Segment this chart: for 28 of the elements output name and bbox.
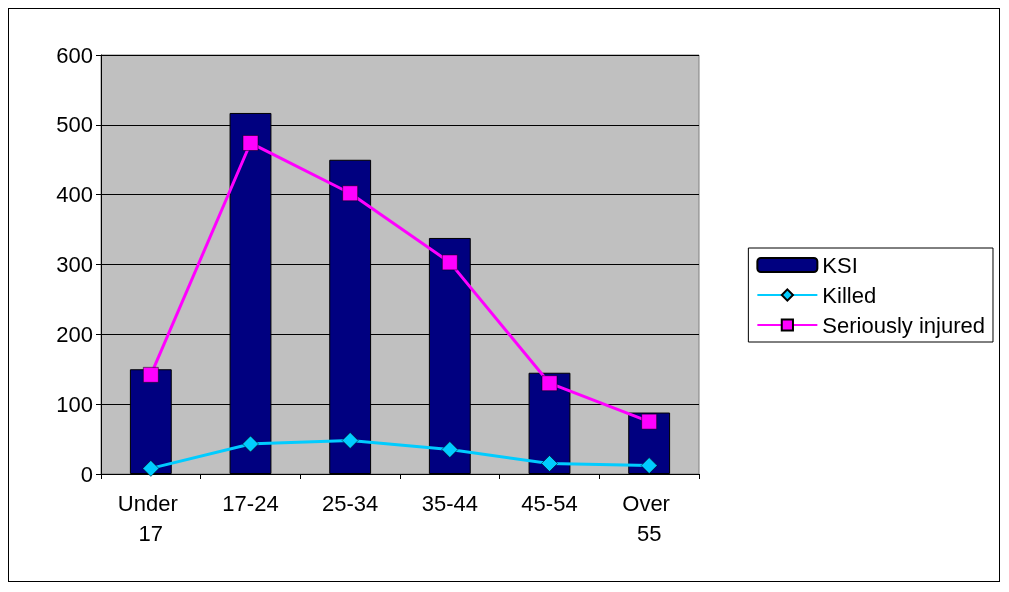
x-tick-label: 35-44: [421, 490, 478, 516]
point: [341, 432, 359, 449]
y-tick-label: 100: [56, 391, 93, 417]
point: [641, 413, 657, 430]
x-tick-label: 17-24: [222, 490, 279, 516]
y-tick-label: 200: [56, 321, 93, 347]
point: [142, 460, 160, 477]
y-tick-label: 300: [56, 252, 93, 277]
point: [442, 254, 458, 271]
point: [541, 455, 558, 472]
x-tick-label: Over 55: [622, 490, 677, 546]
point: [143, 367, 159, 383]
y-tick-label: 600: [56, 42, 93, 68]
point: [640, 457, 658, 474]
legend-label: Seriously injured: [822, 312, 985, 338]
y-tick-label: 500: [56, 112, 93, 138]
x-tick-label: 45-54: [521, 490, 578, 516]
x-tick-label: Under 17: [117, 490, 184, 546]
point: [541, 375, 558, 391]
y-tick-label: 400: [56, 182, 93, 208]
legend-label: Killed: [822, 282, 877, 308]
point: [342, 185, 358, 202]
legend-label: KSI: [822, 252, 858, 278]
x-tick-label: 25-34: [322, 490, 379, 516]
y-tick-label: 0: [80, 461, 93, 487]
point: [441, 441, 459, 458]
point: [242, 135, 259, 151]
point: [242, 435, 259, 453]
